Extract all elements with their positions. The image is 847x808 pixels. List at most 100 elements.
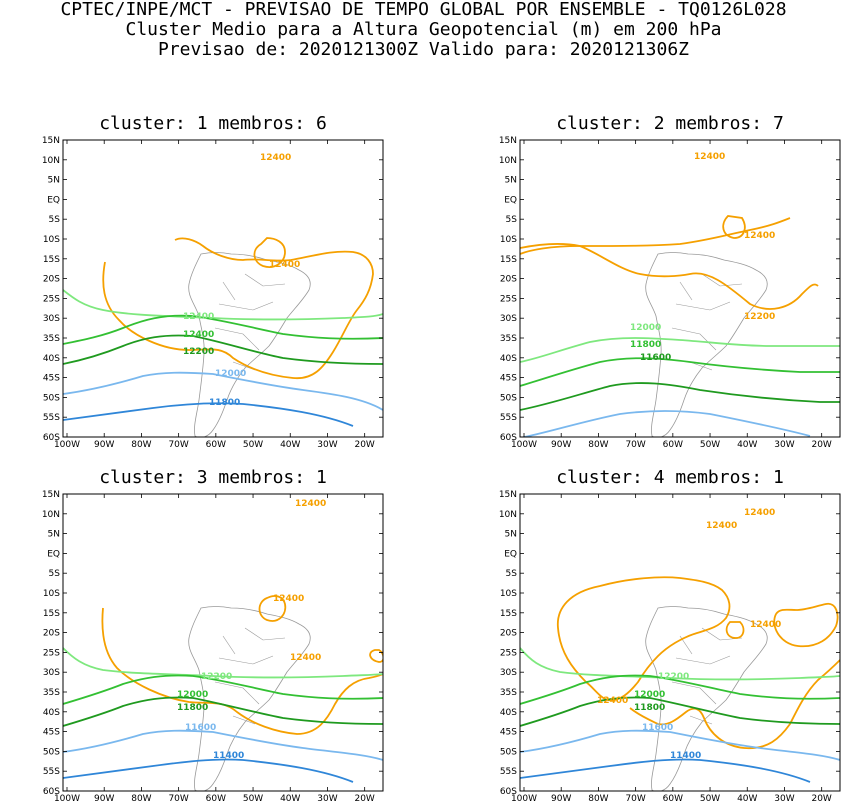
lat-tick-label: 25S [43, 648, 60, 658]
contour-label: 12400 [290, 653, 321, 663]
lat-tick-label: 5S [506, 215, 518, 225]
contour-label: 12400 [744, 231, 775, 241]
country-border [218, 301, 274, 311]
country-border [675, 301, 731, 311]
contour-line-11600 [520, 729, 840, 761]
lat-tick-label: 10S [500, 235, 517, 245]
contour-label: 12400 [269, 260, 300, 270]
lat-tick-label: 15S [43, 609, 60, 619]
map-panel-cluster-2: cluster: 2 membros: 7 12400 12400 12200 120… [480, 114, 841, 450]
header-line-1: CPTEC/INPE/MCT - PREVISAO DE TEMPO GLOBA… [60, 0, 787, 20]
map-svg: 12400 12400 12400 12400 12200 12000 11800 11600… [499, 490, 841, 804]
country-border [232, 715, 256, 725]
contour-line-11800 [63, 696, 383, 727]
lat-tick-label: 60S [500, 787, 517, 797]
lat-tick-label: 25S [43, 294, 60, 304]
lon-tick-label: 50W [243, 794, 263, 804]
lat-tick-label: 40S [500, 354, 517, 364]
lon-tick-label: 20W [354, 794, 374, 804]
lat-tick-label: 55S [500, 413, 517, 423]
lat-tick-label: 45S [500, 374, 517, 384]
lon-tick-label: 30W [774, 440, 794, 450]
lat-tick-label: 50S [500, 393, 517, 403]
lon-tick-label: 70W [625, 440, 645, 450]
contour-line-12000 [63, 674, 383, 705]
lat-tick-label: 15N [42, 136, 60, 146]
lat-tick-label: 10S [43, 235, 60, 245]
lon-tick-label: 70W [168, 794, 188, 804]
contour-line-12000 [520, 674, 840, 705]
lat-tick-label: 40S [43, 708, 60, 718]
map-content [63, 237, 383, 437]
contour-line-11800 [520, 696, 840, 727]
lat-tick-label: 5S [506, 569, 518, 579]
lat-tick-label: 55S [43, 767, 60, 777]
lon-tick-label: 40W [280, 794, 300, 804]
lat-tick-label: 20S [500, 275, 517, 285]
panel-title: cluster: 4 membros: 1 [556, 467, 784, 488]
lon-tick-label: 100W [54, 794, 80, 804]
lat-tick-label: 10N [499, 156, 517, 166]
country-border [679, 281, 693, 301]
lat-tick-label: 10N [499, 510, 517, 520]
contour-line-11800 [520, 357, 840, 387]
lon-tick-label: 100W [54, 440, 80, 450]
lon-tick-label: 80W [588, 794, 608, 804]
lon-tick-label: 50W [700, 794, 720, 804]
contour-label: 12000 [630, 323, 661, 333]
lon-tick-label: 80W [131, 440, 151, 450]
country-border [222, 635, 236, 655]
contour-line-12200 [520, 242, 819, 310]
lat-tick-label: 55S [43, 413, 60, 423]
coastline [188, 252, 311, 437]
contour-label: 11800 [209, 398, 240, 408]
contour-line-12000 [63, 371, 383, 411]
country-border [244, 627, 286, 641]
map-svg: 12400 12400 12400 12400 12200 12000 11800 15N 10… [42, 136, 384, 450]
contour-label: 12400 [183, 312, 214, 322]
lon-tick-label: 50W [700, 440, 720, 450]
map-frame [62, 139, 384, 438]
lat-tick-label: 5N [48, 176, 60, 186]
lat-tick-label: 25S [500, 648, 517, 658]
map-svg: 12400 12400 12400 12200 12000 11800 11600 11400… [42, 490, 384, 804]
lat-tick-label: 30S [500, 668, 517, 678]
coastline [188, 606, 311, 791]
lat-tick-label: 15S [500, 609, 517, 619]
map-content [520, 215, 840, 437]
map-panel-cluster-4: cluster: 4 membros: 1 12400 12400 12400 124… [480, 467, 841, 804]
contour-label: 12400 [706, 521, 737, 531]
map-svg: 12400 12400 12200 12000 11800 11600 15N 10N 5N EQ… [499, 136, 841, 450]
contour-line-12400 [722, 215, 746, 239]
country-border [689, 715, 713, 725]
map-frame [519, 493, 841, 792]
lat-tick-label: 30S [43, 668, 60, 678]
contour-label: 11400 [670, 751, 701, 761]
contour-label: 12400 [744, 508, 775, 518]
lon-tick-label: 70W [625, 794, 645, 804]
contour-line-12200 [520, 647, 840, 681]
contour-label: 12400 [295, 499, 326, 509]
lat-tick-label: 40S [43, 354, 60, 364]
lat-tick-label: 15N [499, 490, 517, 500]
header: CPTEC/INPE/MCT - PREVISAO DE TEMPO GLOBA… [0, 0, 847, 60]
contour-line-12400 [369, 649, 383, 663]
lon-tick-label: 20W [811, 794, 831, 804]
contour-line-11600 [520, 382, 840, 411]
country-border [214, 681, 260, 705]
lat-tick-label: EQ [47, 549, 60, 559]
country-border [222, 281, 236, 301]
country-border [671, 681, 717, 705]
contour-line-12400 [253, 237, 286, 268]
contour-line-12000 [520, 337, 840, 363]
contour-label: 12000 [177, 690, 208, 700]
lon-tick-label: 100W [511, 440, 537, 450]
lon-tick-label: 40W [737, 440, 757, 450]
lon-tick-label: 80W [131, 794, 151, 804]
lat-tick-label: 35S [500, 688, 517, 698]
contour-label: 12400 [260, 153, 291, 163]
contour-label: 12200 [744, 312, 775, 322]
lat-tick-label: 20S [500, 629, 517, 639]
lon-tick-label: 20W [811, 440, 831, 450]
lon-tick-label: 30W [774, 794, 794, 804]
